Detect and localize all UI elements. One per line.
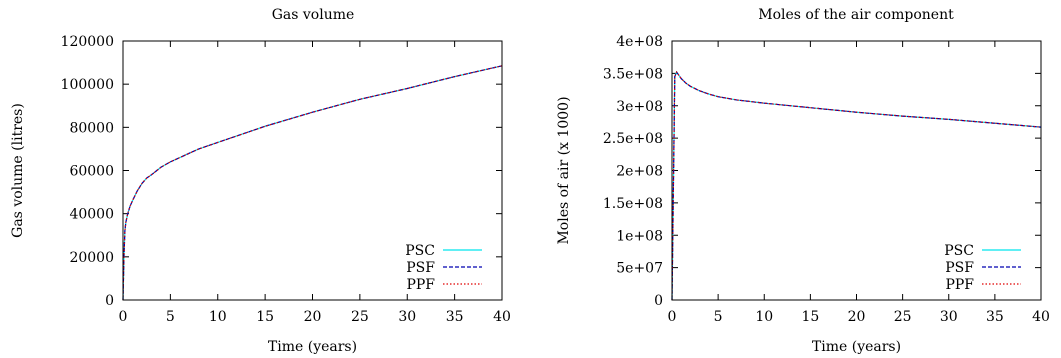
- chart-title: Moles of the air component: [758, 7, 954, 23]
- x-tick-label: 0: [119, 309, 128, 325]
- series-line-psf: [671, 70, 1042, 301]
- x-tick-label: 30: [940, 309, 958, 325]
- y-tick-label: 1e+08: [616, 228, 663, 244]
- x-tick-label: 10: [755, 309, 773, 325]
- legend-label: PSC: [405, 243, 435, 259]
- chart-panel-2: Moles of the air component Moles of air (…: [556, 7, 1050, 355]
- y-tick-label: 20000: [69, 250, 114, 266]
- legend-label: PPF: [406, 277, 435, 293]
- x-tick-label: 10: [209, 309, 227, 325]
- x-tick-label: 35: [986, 309, 1004, 325]
- y-tick-label: 40000: [69, 207, 114, 223]
- series-line-psf: [122, 65, 503, 301]
- x-tick-label: 30: [398, 309, 416, 325]
- x-axis-title: Time (years): [268, 339, 357, 355]
- y-tick-label: 80000: [69, 120, 114, 136]
- x-tick-label: 40: [493, 309, 511, 325]
- x-tick-label: 0: [668, 309, 677, 325]
- x-tick-label: 20: [848, 309, 866, 325]
- series-line-ppf: [122, 65, 503, 301]
- plot-frame: [122, 40, 503, 301]
- x-tick-label: 25: [351, 309, 369, 325]
- y-tick-label: 60000: [69, 164, 114, 180]
- x-tick-label: 15: [801, 309, 819, 325]
- y-tick-label: 2.5e+08: [603, 131, 663, 147]
- chart-panel-1: Gas volume Gas volume (litres) Time (years…: [10, 7, 511, 355]
- x-tick-label: 15: [256, 309, 274, 325]
- y-tick-label: 5e+07: [616, 261, 663, 277]
- y-axis-title: Moles of air (x 1000): [556, 96, 572, 244]
- y-axis-title: Gas volume (litres): [10, 103, 26, 238]
- x-tick-label: 5: [714, 309, 723, 325]
- y-tick-label: 2e+08: [616, 164, 663, 180]
- x-tick-label: 5: [166, 309, 175, 325]
- y-tick-label: 3e+08: [616, 99, 663, 115]
- x-tick-label: 20: [304, 309, 322, 325]
- y-tick-label: 100000: [61, 77, 114, 93]
- x-tick-label: 40: [1032, 309, 1050, 325]
- y-tick-label: 3.5e+08: [603, 66, 663, 82]
- legend-label: PPF: [945, 277, 974, 293]
- y-tick-label: 0: [105, 293, 114, 309]
- legend-label: PSF: [406, 260, 435, 276]
- y-tick-label: 4e+08: [616, 34, 663, 50]
- series-line-ppf: [671, 70, 1042, 301]
- series-line-psc: [122, 65, 503, 301]
- plot-frame: [671, 40, 1042, 301]
- x-tick-label: 35: [446, 309, 464, 325]
- y-tick-label: 1.5e+08: [603, 196, 663, 212]
- legend-label: PSC: [944, 243, 974, 259]
- x-tick-label: 25: [894, 309, 912, 325]
- y-tick-label: 0: [654, 293, 663, 309]
- legend-label: PSF: [945, 260, 974, 276]
- series-line-psc: [671, 70, 1042, 301]
- chart-title: Gas volume: [272, 7, 355, 23]
- y-tick-label: 120000: [61, 34, 114, 50]
- x-axis-title: Time (years): [812, 339, 901, 355]
